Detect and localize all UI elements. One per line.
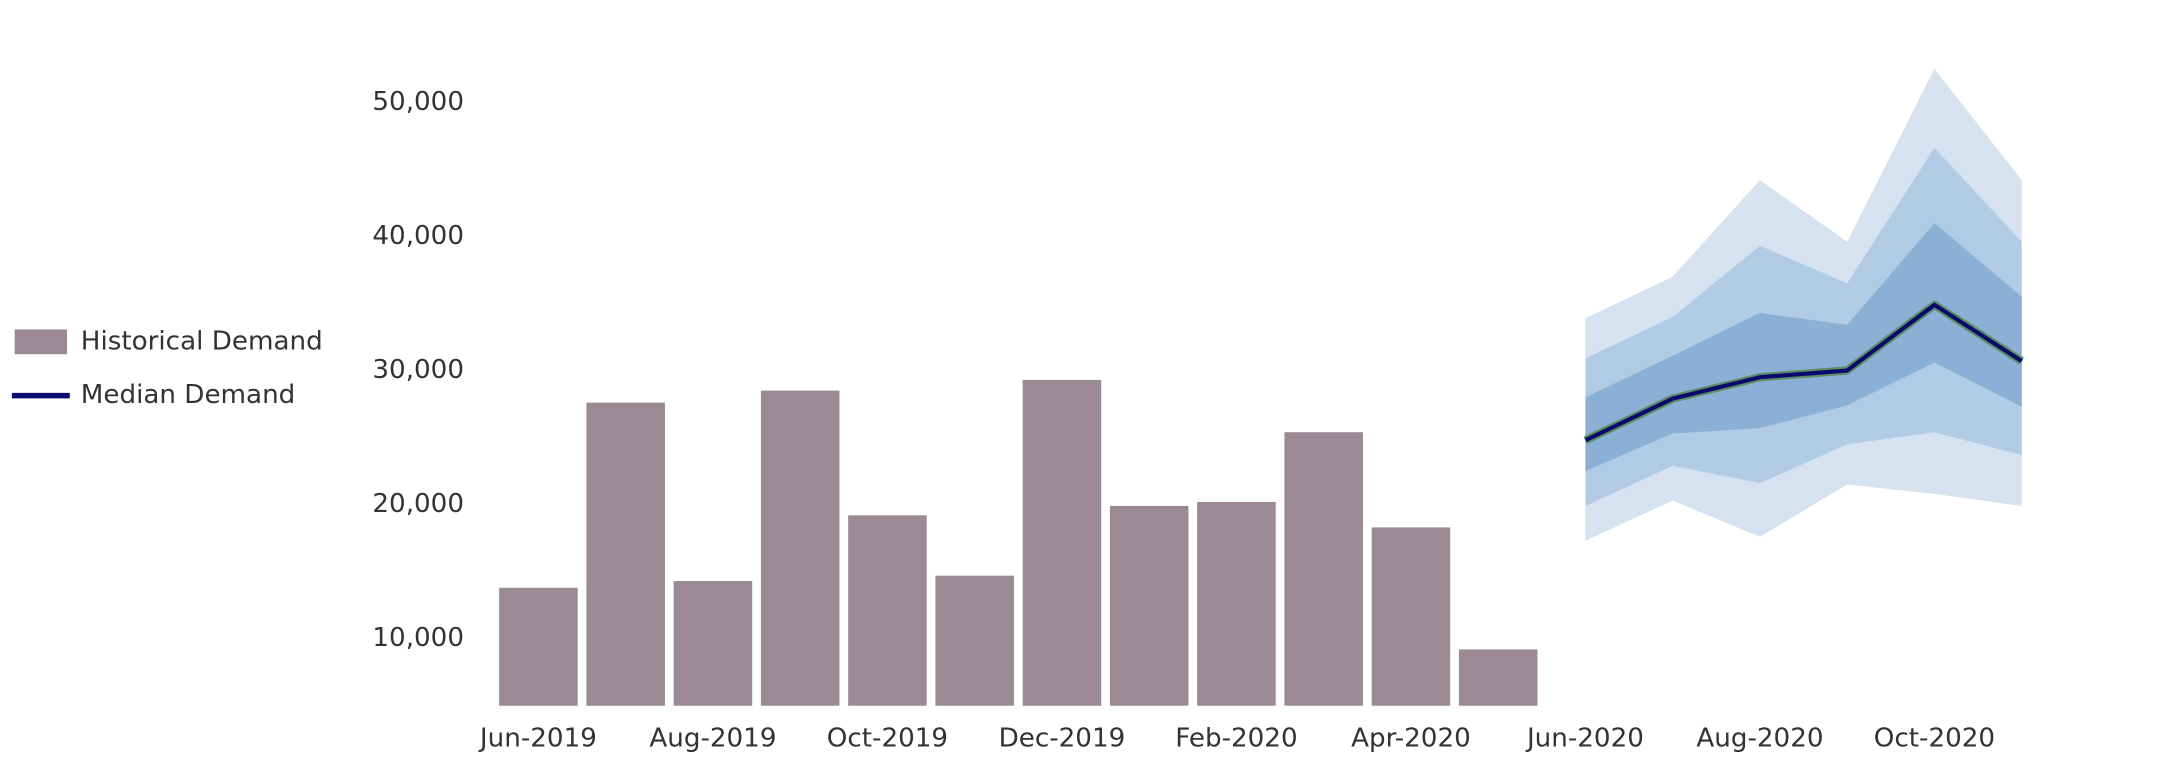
bar <box>935 575 1014 706</box>
bar <box>586 402 665 706</box>
x-tick-label: Jun-2020 <box>1525 723 1644 753</box>
legend-label: Median Demand <box>81 380 296 410</box>
x-tick-label: Feb-2020 <box>1175 723 1297 753</box>
bar <box>1458 649 1538 706</box>
x-tick-label: Oct-2019 <box>827 723 948 753</box>
x-tick-label: Oct-2020 <box>1874 723 1995 753</box>
x-tick-label: Jun-2019 <box>478 723 597 753</box>
bar <box>1371 527 1451 706</box>
bar <box>499 587 578 706</box>
x-tick-label: Dec-2019 <box>999 723 1126 753</box>
legend-swatch <box>14 329 68 355</box>
bar <box>760 390 840 706</box>
bar <box>1197 501 1276 706</box>
legend-label: Historical Demand <box>81 326 323 356</box>
y-tick-label: 30,000 <box>372 355 464 385</box>
y-tick-label: 50,000 <box>372 87 464 117</box>
y-tick-label: 40,000 <box>372 221 464 251</box>
forecast-band <box>1585 223 2022 472</box>
bar <box>1109 505 1189 706</box>
bar <box>673 581 753 706</box>
y-tick-label: 10,000 <box>372 623 464 653</box>
bar <box>848 515 927 706</box>
line <box>1584 302 2023 443</box>
x-tick-label: Apr-2020 <box>1351 723 1471 753</box>
bar <box>1284 432 1363 706</box>
x-tick-label: Aug-2019 <box>649 723 776 753</box>
x-tick-label: Aug-2020 <box>1696 723 1823 753</box>
bar <box>1022 379 1102 706</box>
y-tick-label: 20,000 <box>372 489 464 519</box>
